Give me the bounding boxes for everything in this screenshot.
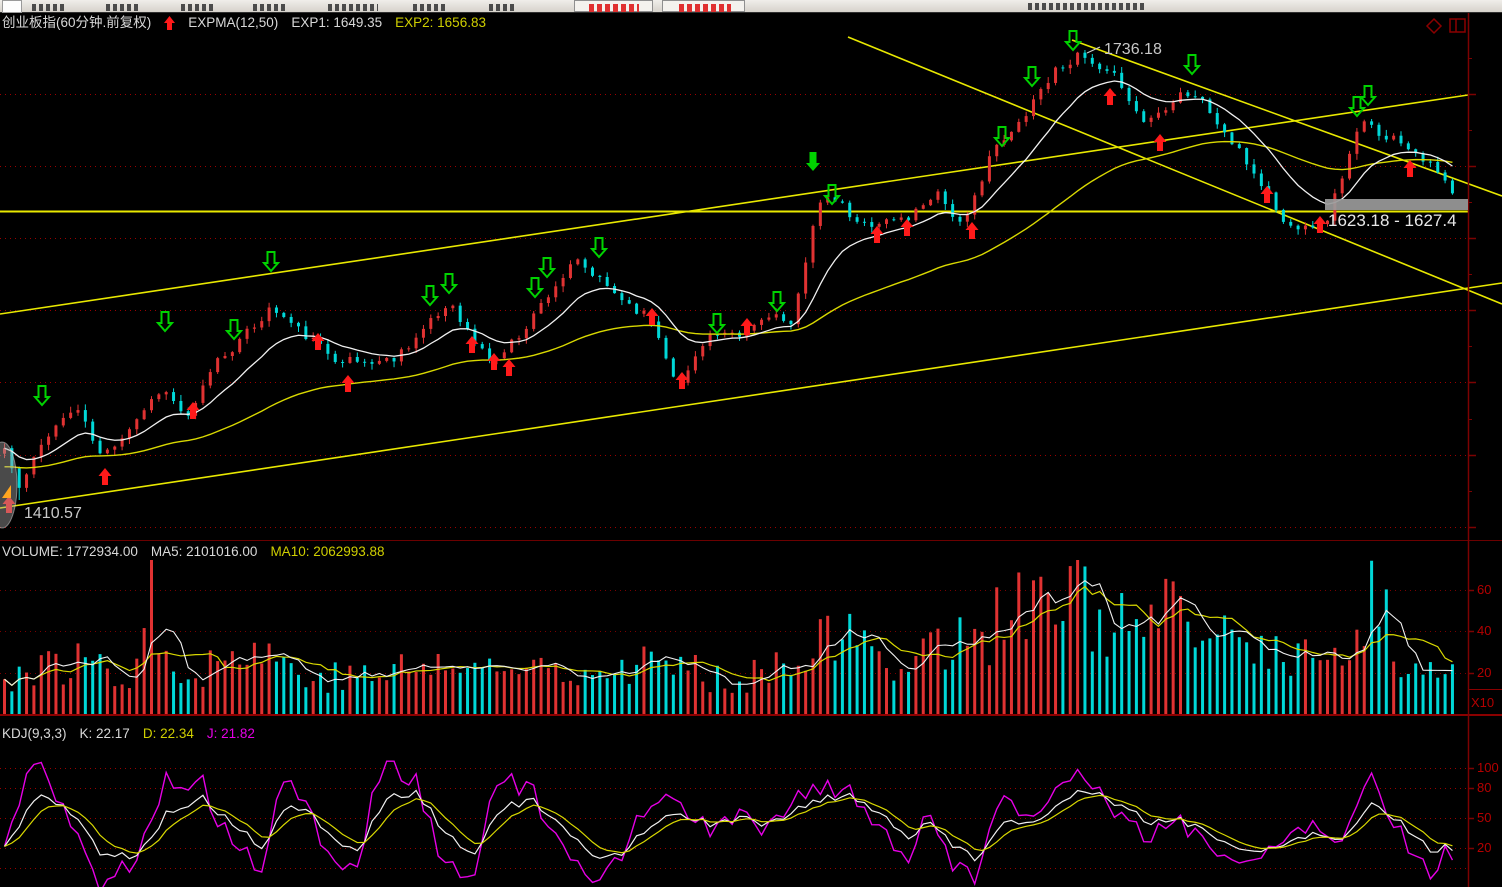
sell-arrow-icon (420, 285, 440, 307)
symbol-period-label: 创业板指(60分钟.前复权) (2, 15, 152, 31)
axis-scale-label: 60 (1477, 582, 1491, 597)
sell-arrow-icon (767, 291, 787, 313)
volume-ma5-line (4, 579, 1453, 687)
buy-arrow-icon (341, 375, 355, 392)
buy-arrow-icon (965, 222, 979, 239)
signal-arrows-layer (2, 30, 1417, 513)
buy-arrow-icon (502, 359, 516, 376)
sell-arrow-icon (992, 126, 1012, 148)
axis-scale-label: 40 (1477, 623, 1491, 638)
buy-arrow-icon (740, 318, 754, 335)
kdj-k-line (4, 789, 1453, 862)
kdj-j-label: J: 21.82 (206, 726, 255, 741)
main-chart-title-row: 创业板指(60分钟.前复权) EXPMA(12,50) EXP1: 1649.3… (2, 16, 486, 30)
sell-arrow-icon (822, 184, 842, 206)
axis-scale-label: 20 (1477, 840, 1491, 855)
volume-ma10-label: MA10: 2062993.88 (270, 544, 385, 559)
toolbar-status-fragment (1028, 3, 1146, 10)
price-box-highlight (1325, 199, 1468, 210)
toolbar-button-label-fragment (589, 4, 639, 12)
indicator-label: EXPMA(12,50) (188, 15, 279, 31)
buy-arrow-icon (186, 402, 200, 419)
pane-corner-icons (1425, 17, 1466, 35)
buy-arrow-icon (675, 372, 689, 389)
exp1-line (4, 80, 1453, 461)
low-price-label: 1410.57 (24, 505, 82, 522)
high-marker-tick (1086, 46, 1101, 54)
buy-arrow-icon (645, 308, 659, 325)
menu-item-fragment[interactable] (413, 4, 447, 11)
sell-arrow-icon (707, 313, 727, 335)
sell-arrow-icon (32, 385, 52, 407)
exp2-line (4, 140, 1453, 469)
axes-layer: 60 40 20 100 80 50 20 (0, 13, 1502, 887)
menu-item-fragment[interactable] (328, 4, 378, 11)
trendlines-layer[interactable] (0, 36, 1502, 509)
kdj-d-line (4, 794, 1453, 854)
menu-item-fragment[interactable] (106, 4, 140, 11)
split-window-icon[interactable] (1449, 18, 1466, 33)
sell-arrow-icon (1358, 85, 1378, 107)
sell-arrow-solid-icon (806, 152, 820, 171)
toolbar-button-label-fragment (679, 4, 731, 12)
volume-pane-header: VOLUME: 1772934.00 MA5: 2101016.00 MA10:… (2, 545, 385, 559)
volume-ma10-line (4, 585, 1453, 687)
kdj-k-label: K: 22.17 (79, 726, 130, 741)
exp2-value-label: EXP2: 1656.83 (395, 15, 486, 31)
left-edge-watermark (0, 441, 18, 529)
kdj-pane-header: KDJ(9,3,3) K: 22.17 D: 22.34 J: 21.82 (2, 727, 255, 741)
kdj-indicator-label: KDJ(9,3,3) (2, 726, 67, 741)
sell-arrow-icon (224, 319, 244, 341)
last-price-range-label: 1623.18 - 1627.4 (1328, 211, 1457, 230)
axis-scale-label: 100 (1477, 760, 1499, 775)
menu-item-fragment[interactable] (489, 4, 517, 11)
sell-arrow-icon (261, 251, 281, 273)
toolbar-button-left[interactable] (574, 0, 653, 12)
buy-arrow-icon (1103, 88, 1117, 105)
buy-arrow-icon (900, 219, 914, 236)
high-price-label: 1736.18 (1104, 41, 1162, 58)
buy-arrow-icon (98, 468, 112, 485)
sell-arrow-icon (1182, 54, 1202, 76)
buy-arrow-icon (870, 226, 884, 243)
sell-arrow-icon (589, 237, 609, 259)
buy-arrow-icon (1403, 160, 1417, 177)
app-window-icon (2, 0, 22, 13)
menu-item-fragment[interactable] (181, 4, 215, 11)
buy-arrow-icon (1313, 216, 1327, 233)
menu-item-fragment[interactable] (253, 4, 287, 11)
volume-ma5-label: MA5: 2101016.00 (150, 544, 258, 559)
buy-arrow-icon (2, 496, 16, 513)
buy-arrow-icon (1260, 186, 1274, 203)
menu-item-fragment[interactable] (32, 4, 66, 11)
diamond-icon[interactable] (1425, 17, 1443, 35)
toolbar-button-right[interactable] (662, 0, 745, 12)
axis-scale-label: 50 (1477, 810, 1491, 825)
buy-arrow-icon (465, 336, 479, 353)
volume-value-label: VOLUME: 1772934.00 (2, 544, 138, 559)
kdj-d-label: D: 22.34 (142, 726, 194, 741)
buy-arrow-icon (1153, 134, 1167, 151)
kdj-j-line (3, 760, 1454, 887)
buy-arrow-icon (311, 333, 325, 350)
sell-arrow-icon (537, 257, 557, 279)
sell-arrow-icon (1022, 66, 1042, 88)
sell-arrow-icon (525, 277, 545, 299)
sell-arrow-icon (439, 273, 459, 295)
axis-scale-label: 20 (1477, 665, 1491, 680)
sell-arrow-icon (1347, 96, 1367, 118)
up-arrow-icon (164, 16, 176, 30)
volume-layer (3, 560, 1454, 714)
candles-layer (3, 50, 1454, 500)
buy-arrow-icon (487, 353, 501, 370)
sell-arrow-icon (155, 311, 175, 333)
top-toolbar (0, 0, 1502, 13)
sell-arrow-icon (1063, 30, 1083, 52)
exp1-value-label: EXP1: 1649.35 (291, 15, 383, 31)
axis-scale-label: 80 (1477, 780, 1491, 795)
volume-unit-label: X10 (1471, 695, 1495, 710)
left-edge-marker-icon (2, 485, 11, 498)
